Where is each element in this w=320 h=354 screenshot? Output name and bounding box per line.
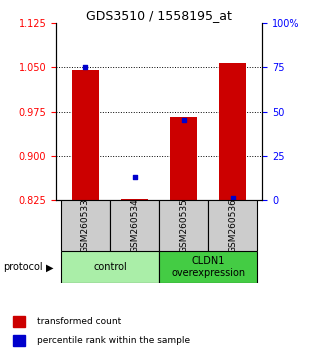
Point: [83, 64, 88, 70]
Point: [230, 195, 236, 201]
Text: GSM260533: GSM260533: [81, 198, 90, 253]
Bar: [170, 118, 197, 200]
Bar: [72, 70, 99, 200]
Bar: [61, 200, 110, 251]
Text: GSM260536: GSM260536: [228, 198, 237, 253]
Text: ▶: ▶: [46, 262, 54, 272]
Text: GSM260535: GSM260535: [179, 198, 188, 253]
Point: [132, 174, 137, 180]
Bar: [121, 199, 148, 200]
Bar: [208, 200, 258, 251]
Bar: [110, 200, 159, 251]
Bar: [159, 200, 208, 251]
Text: GSM260534: GSM260534: [130, 198, 139, 253]
Text: transformed count: transformed count: [37, 317, 121, 326]
Bar: [12, 335, 26, 346]
Text: percentile rank within the sample: percentile rank within the sample: [37, 336, 190, 345]
Bar: [12, 316, 26, 327]
Bar: [61, 251, 159, 283]
Title: GDS3510 / 1558195_at: GDS3510 / 1558195_at: [86, 9, 232, 22]
Text: protocol: protocol: [3, 262, 43, 272]
Text: CLDN1
overexpression: CLDN1 overexpression: [171, 256, 245, 278]
Text: control: control: [93, 262, 127, 272]
Point: [181, 118, 186, 123]
Bar: [220, 63, 246, 200]
Bar: [159, 251, 258, 283]
